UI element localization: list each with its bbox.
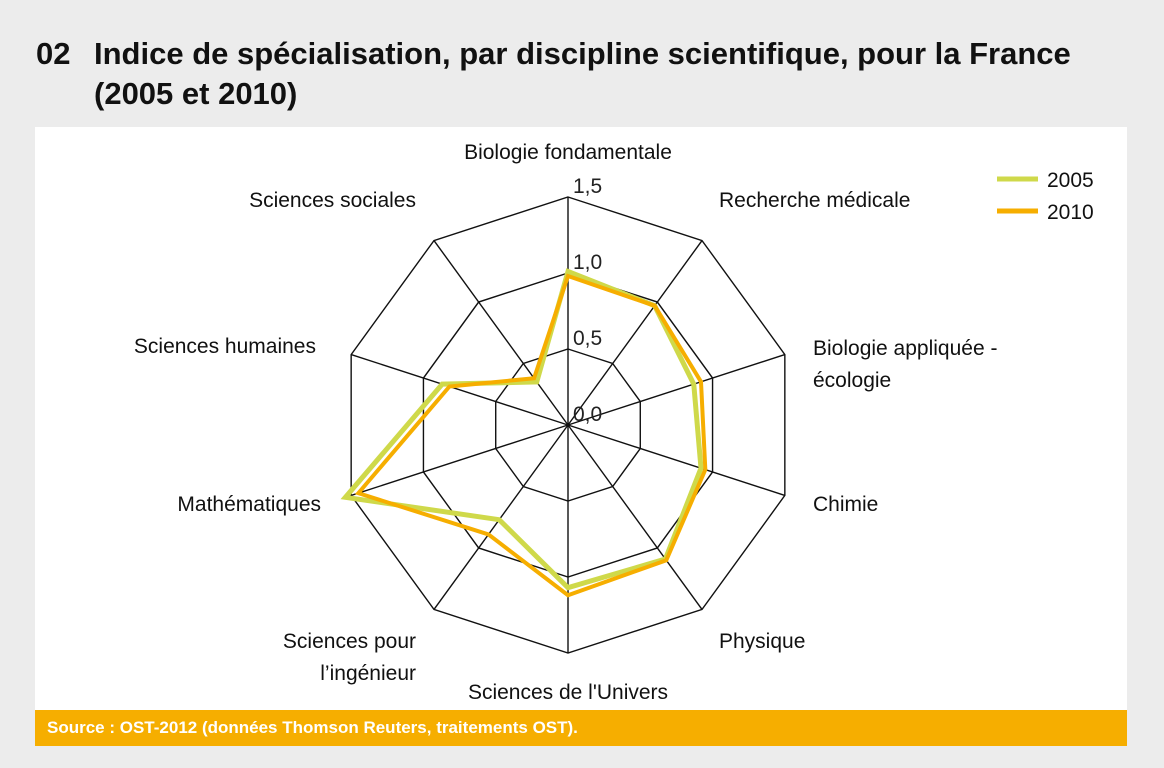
category-label-6: Sciences pour l’ingénieur xyxy=(283,630,416,685)
chart-panel: 0,0 0,5 1,0 1,5 Biologie fondamentale Recher… xyxy=(35,127,1127,710)
category-label-4: Physique xyxy=(719,630,805,653)
radar-chart: 0,0 0,5 1,0 1,5 Biologie fondamentale Recher… xyxy=(134,141,1094,704)
radar-series xyxy=(340,268,708,598)
grid-spoke-6 xyxy=(433,424,569,610)
figure-title-text: Indice de spécialisation, par discipline… xyxy=(94,34,1071,114)
category-label-8: Sciences humaines xyxy=(134,335,316,358)
category-label-2: Biologie appliquée -écologie xyxy=(813,337,997,392)
category-label-1: Recherche médicale xyxy=(719,189,910,212)
tick-label-0: 0,0 xyxy=(573,403,602,426)
series-line-2005 xyxy=(340,268,704,591)
legend-label-2005: 2005 xyxy=(1047,169,1094,192)
title-line-2: (2005 et 2010) xyxy=(94,76,298,111)
tick-label-2: 1,0 xyxy=(573,251,602,274)
category-label-5: Sciences de l'Univers xyxy=(468,681,668,704)
legend: 2005 2010 xyxy=(997,169,1094,224)
category-label-9: Sciences sociales xyxy=(249,189,416,212)
radar-ticks: 0,0 0,5 1,0 1,5 xyxy=(573,175,602,426)
legend-label-2010: 2010 xyxy=(1047,201,1094,224)
grid-spoke-4 xyxy=(567,424,703,610)
figure-title: 02 Indice de spécialisation, par discipl… xyxy=(36,34,1136,114)
radar-category-labels: Biologie fondamentale Recherche médicale B… xyxy=(134,141,998,704)
grid-spoke-3 xyxy=(567,424,786,497)
category-label-0: Biologie fondamentale xyxy=(464,141,672,164)
source-text: Source : OST-2012 (données Thomson Reute… xyxy=(47,718,578,737)
grid-spoke-9 xyxy=(433,240,569,426)
category-label-3: Chimie xyxy=(813,493,878,516)
category-label-7: Mathématiques xyxy=(177,493,321,516)
grid-spoke-7 xyxy=(350,424,569,497)
figure-number: 02 xyxy=(36,36,71,71)
title-line-1: Indice de spécialisation, par discipline… xyxy=(94,36,1071,71)
radar-grid xyxy=(350,196,786,654)
source-bar: Source : OST-2012 (données Thomson Reute… xyxy=(35,710,1127,746)
tick-label-1: 0,5 xyxy=(573,327,602,350)
grid-spoke-1 xyxy=(567,240,703,426)
series-line-2010 xyxy=(354,273,708,598)
grid-spoke-2 xyxy=(567,353,786,426)
tick-label-3: 1,5 xyxy=(573,175,602,198)
grid-spoke-8 xyxy=(350,353,569,426)
